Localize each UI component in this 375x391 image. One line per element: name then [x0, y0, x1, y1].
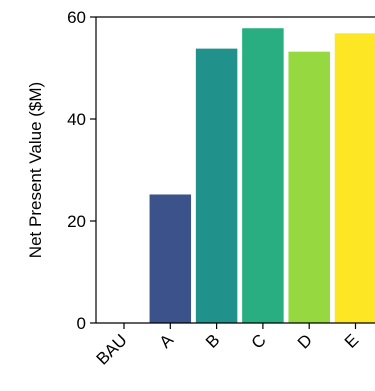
x-tick-label-b: B [202, 330, 223, 351]
y-tick-label: 0 [77, 314, 86, 333]
y-tick-label: 60 [67, 8, 86, 27]
x-tick-label-c: C [248, 330, 270, 352]
y-tick-label: 40 [67, 110, 86, 129]
x-tick-label-e: E [341, 330, 362, 351]
x-tick-label-d: D [294, 330, 316, 352]
x-tick-label-bau: BAU [93, 330, 131, 368]
bar-c [242, 28, 284, 323]
x-tick-label-a: A [156, 330, 178, 352]
x-axis: BAU A B C D E [93, 323, 375, 369]
y-tick-label: 20 [67, 212, 86, 231]
bar-d [288, 52, 330, 323]
bar-b [196, 49, 238, 323]
bar-a [150, 194, 192, 323]
y-axis-label: Net Present Value ($M) [26, 82, 45, 258]
bars-group [150, 28, 375, 323]
bar-e [335, 33, 375, 323]
